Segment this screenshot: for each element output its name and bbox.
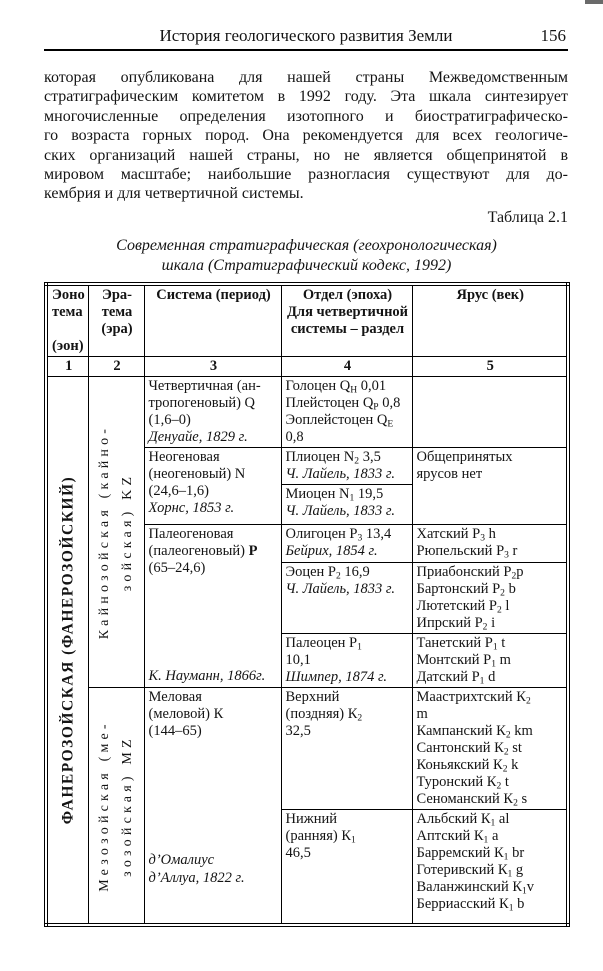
stage-oligocene-cell: Хатский Р3 h Рюпельский Р3 r — [411, 523, 569, 563]
table-header-row: Эоно тема (эон) Эра-тема (эра) Система (пер… — [45, 283, 569, 357]
header-otdel: Отдел (эпоха) Для четвертичной системы – р… — [280, 283, 413, 357]
intro-last-line: кембрия и для четвертичной системы. — [44, 185, 304, 203]
eratema-cenozoic-cell: Кайнозойская (кайно-зойская) KZ — [87, 375, 145, 688]
table-caption: Таблица 2.1 — [487, 208, 568, 226]
system-neogene-cell: Неогеновая (неогеновый) N (24,6–1,6) Хорнс,… — [143, 446, 282, 525]
intro-justified-lines: которая опубликована для нашей страны Ме… — [44, 69, 568, 184]
header-eratema: Эра-тема (эра) — [87, 283, 145, 357]
cenozoic-vertical-label: Кайнозойская (кайно-зойская) KZ — [97, 424, 135, 640]
phanerozoic-vertical-label: ФАНЕРОЗОЙСКАЯ (ФАНЕРОЗОЙСКИЙ) — [59, 475, 77, 825]
system-paleogene-text: Палеогеновая (палеогеновый) Р (65–24,6) — [148, 525, 258, 576]
running-head: История геологического развития Земли 15… — [44, 0, 568, 51]
series-eocene-cell: Эоцен Р2 16,9 Ч. Лайель, 1833 г. — [280, 561, 413, 634]
system-cretaceous-author: д’Омалиус д’Аллуа, 1822 г. — [148, 852, 245, 886]
col-number-1: 1 — [45, 355, 89, 377]
header-system: Система (период) — [143, 283, 282, 357]
row-quaternary: ФАНЕРОЗОЙСКАЯ (ФАНЕРОЗОЙСКИЙ) Кайнозойск… — [45, 375, 569, 926]
series-paleocene-cell: Палеоцен Р1 10,1 Шимпер, 1874 г. — [280, 632, 413, 688]
system-cretaceous-cell: Меловая (меловой) К (144–65) д’Омалиус д’Ал… — [143, 686, 282, 926]
col-number-5: 5 — [411, 355, 569, 377]
header-yarus: Ярус (век) — [411, 283, 569, 357]
row-paleocene: Палеоцен Р1 10,1 Шимпер, 1874 г. Танетский… — [46, 632, 569, 688]
stage-upper-cretaceous-cell: Маастрихтский К2 m Кампанский К2 km Сантонс… — [411, 686, 569, 810]
system-quaternary-cell: Четвертичная (ан-тропогеновый) Q (1,6–0) Д… — [143, 375, 282, 448]
eonotema-phanerozoic-cell: ФАНЕРОЗОЙСКАЯ (ФАНЕРОЗОЙСКИЙ) — [45, 375, 89, 926]
intro-paragraph: которая опубликована для нашей страны Ме… — [44, 68, 568, 204]
column-number-row: 1 2 3 4 5 — [45, 355, 569, 377]
stratigraphic-table: Эоно тема (эон) Эра-тема (эра) Система (пер… — [44, 281, 570, 928]
table-title-line2: шкала (Стратиграфический кодекс, 1992) — [161, 257, 452, 275]
series-oligocene-cell: Олигоцен Р3 13,4 Бейрих, 1854 г. — [280, 523, 413, 563]
col-number-2: 2 — [87, 355, 145, 377]
series-miocene-cell: Миоцен N1 19,5 Ч. Лайель, 1833 г. — [280, 483, 413, 525]
system-paleogene-cell: Палеогеновая (палеогеновый) Р (65–24,6) К.… — [143, 523, 282, 688]
col-number-3: 3 — [143, 355, 282, 377]
stage-eocene-cell: Приабонский Р2р Бартонский Р2 b Лютетский … — [411, 561, 569, 634]
series-upper-cretaceous-cell: Верхний (поздняя) К2 32,5 — [280, 686, 413, 810]
col-number-4: 4 — [280, 355, 413, 377]
eratema-mesozoic-cell: Мезозойская (ме-зозойская) MZ — [87, 686, 145, 926]
stage-lower-cretaceous-cell: Альбский К1 al Аптский К1 a Барремский К1 … — [411, 808, 569, 926]
chapter-title: История геологического развития Земли — [159, 26, 453, 45]
stage-neogene-cell: Общепринятых ярусов нет — [411, 446, 569, 525]
row-pliocene: Неогеновая (неогеновый) N (24,6–1,6) Хорнс,… — [46, 446, 569, 525]
mesozoic-vertical-label: Мезозойская (ме-зозойская) MZ — [97, 719, 135, 892]
table-title: Современная стратиграфическая (геохронол… — [30, 236, 583, 277]
stage-quaternary-empty-cell — [411, 375, 569, 448]
row-miocene: Миоцен N1 19,5 Ч. Лайель, 1833 г. — [46, 483, 568, 525]
scan-artifact — [585, 0, 603, 4]
stage-paleocene-cell: Танетский Р1 t Монтский Р1 m Датский Р1 d — [411, 632, 569, 688]
system-cretaceous-text: Меловая (меловой) К (144–65) — [148, 688, 224, 739]
series-pliocene-cell: Плиоцен N2 3,5 Ч. Лайель, 1833 г. — [280, 446, 413, 485]
row-eocene: Эоцен Р2 16,9 Ч. Лайель, 1833 г. Приабонс… — [46, 561, 569, 634]
header-eonotema: Эоно тема (эон) — [45, 283, 89, 357]
page-number: 156 — [540, 26, 567, 45]
series-lower-cretaceous-cell: Нижний (ранняя) К1 46,5 — [280, 808, 413, 926]
table-title-line1: Современная стратиграфическая (геохронол… — [116, 236, 497, 254]
row-upper-cretaceous: Мезозойская (ме-зозойская) MZ Меловая (ме… — [46, 686, 569, 926]
series-quaternary-cell: Голоцен QH 0,01 Плейстоцен QP 0,8 Эоплейст… — [280, 375, 413, 448]
system-paleogene-author: К. Науманн, 1866г. — [148, 667, 266, 684]
row-lower-cretaceous: Нижний (ранняя) К1 46,5 Альбский К1 al Аптс… — [46, 808, 569, 926]
